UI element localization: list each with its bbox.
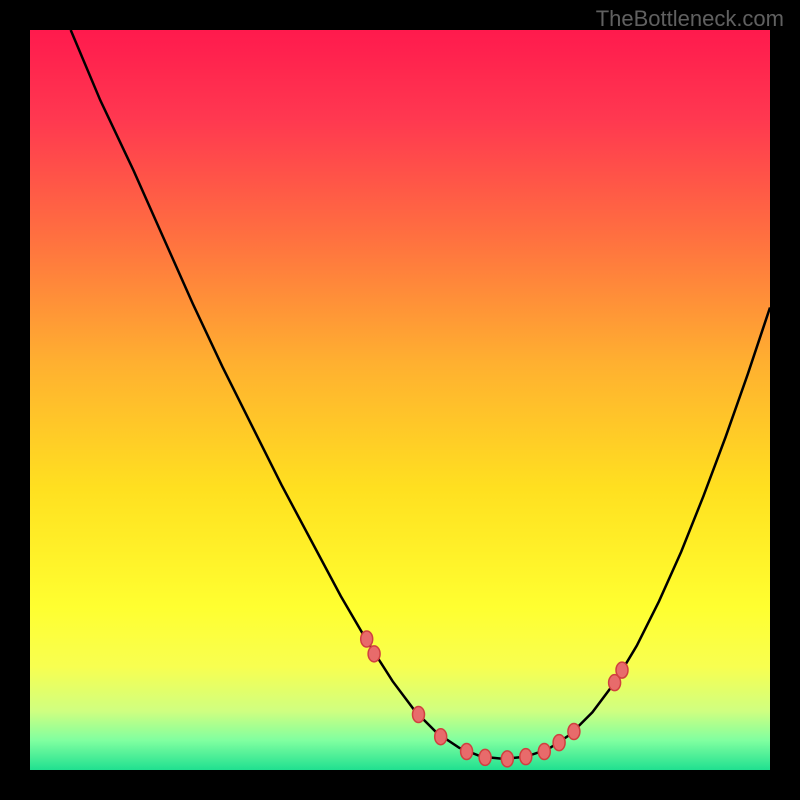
data-marker <box>461 744 473 760</box>
data-marker <box>413 707 425 723</box>
data-marker <box>616 662 628 678</box>
data-marker <box>501 751 513 767</box>
data-marker <box>361 631 373 647</box>
watermark-text: TheBottleneck.com <box>596 6 784 32</box>
data-marker <box>368 646 380 662</box>
data-marker <box>553 735 565 751</box>
plot-area <box>30 30 770 770</box>
bottleneck-curve <box>71 30 770 759</box>
data-marker <box>435 729 447 745</box>
data-marker <box>538 744 550 760</box>
data-marker <box>479 749 491 765</box>
data-marker <box>520 749 532 765</box>
chart-curve-layer <box>30 30 770 770</box>
data-marker <box>568 724 580 740</box>
data-markers <box>361 631 628 767</box>
